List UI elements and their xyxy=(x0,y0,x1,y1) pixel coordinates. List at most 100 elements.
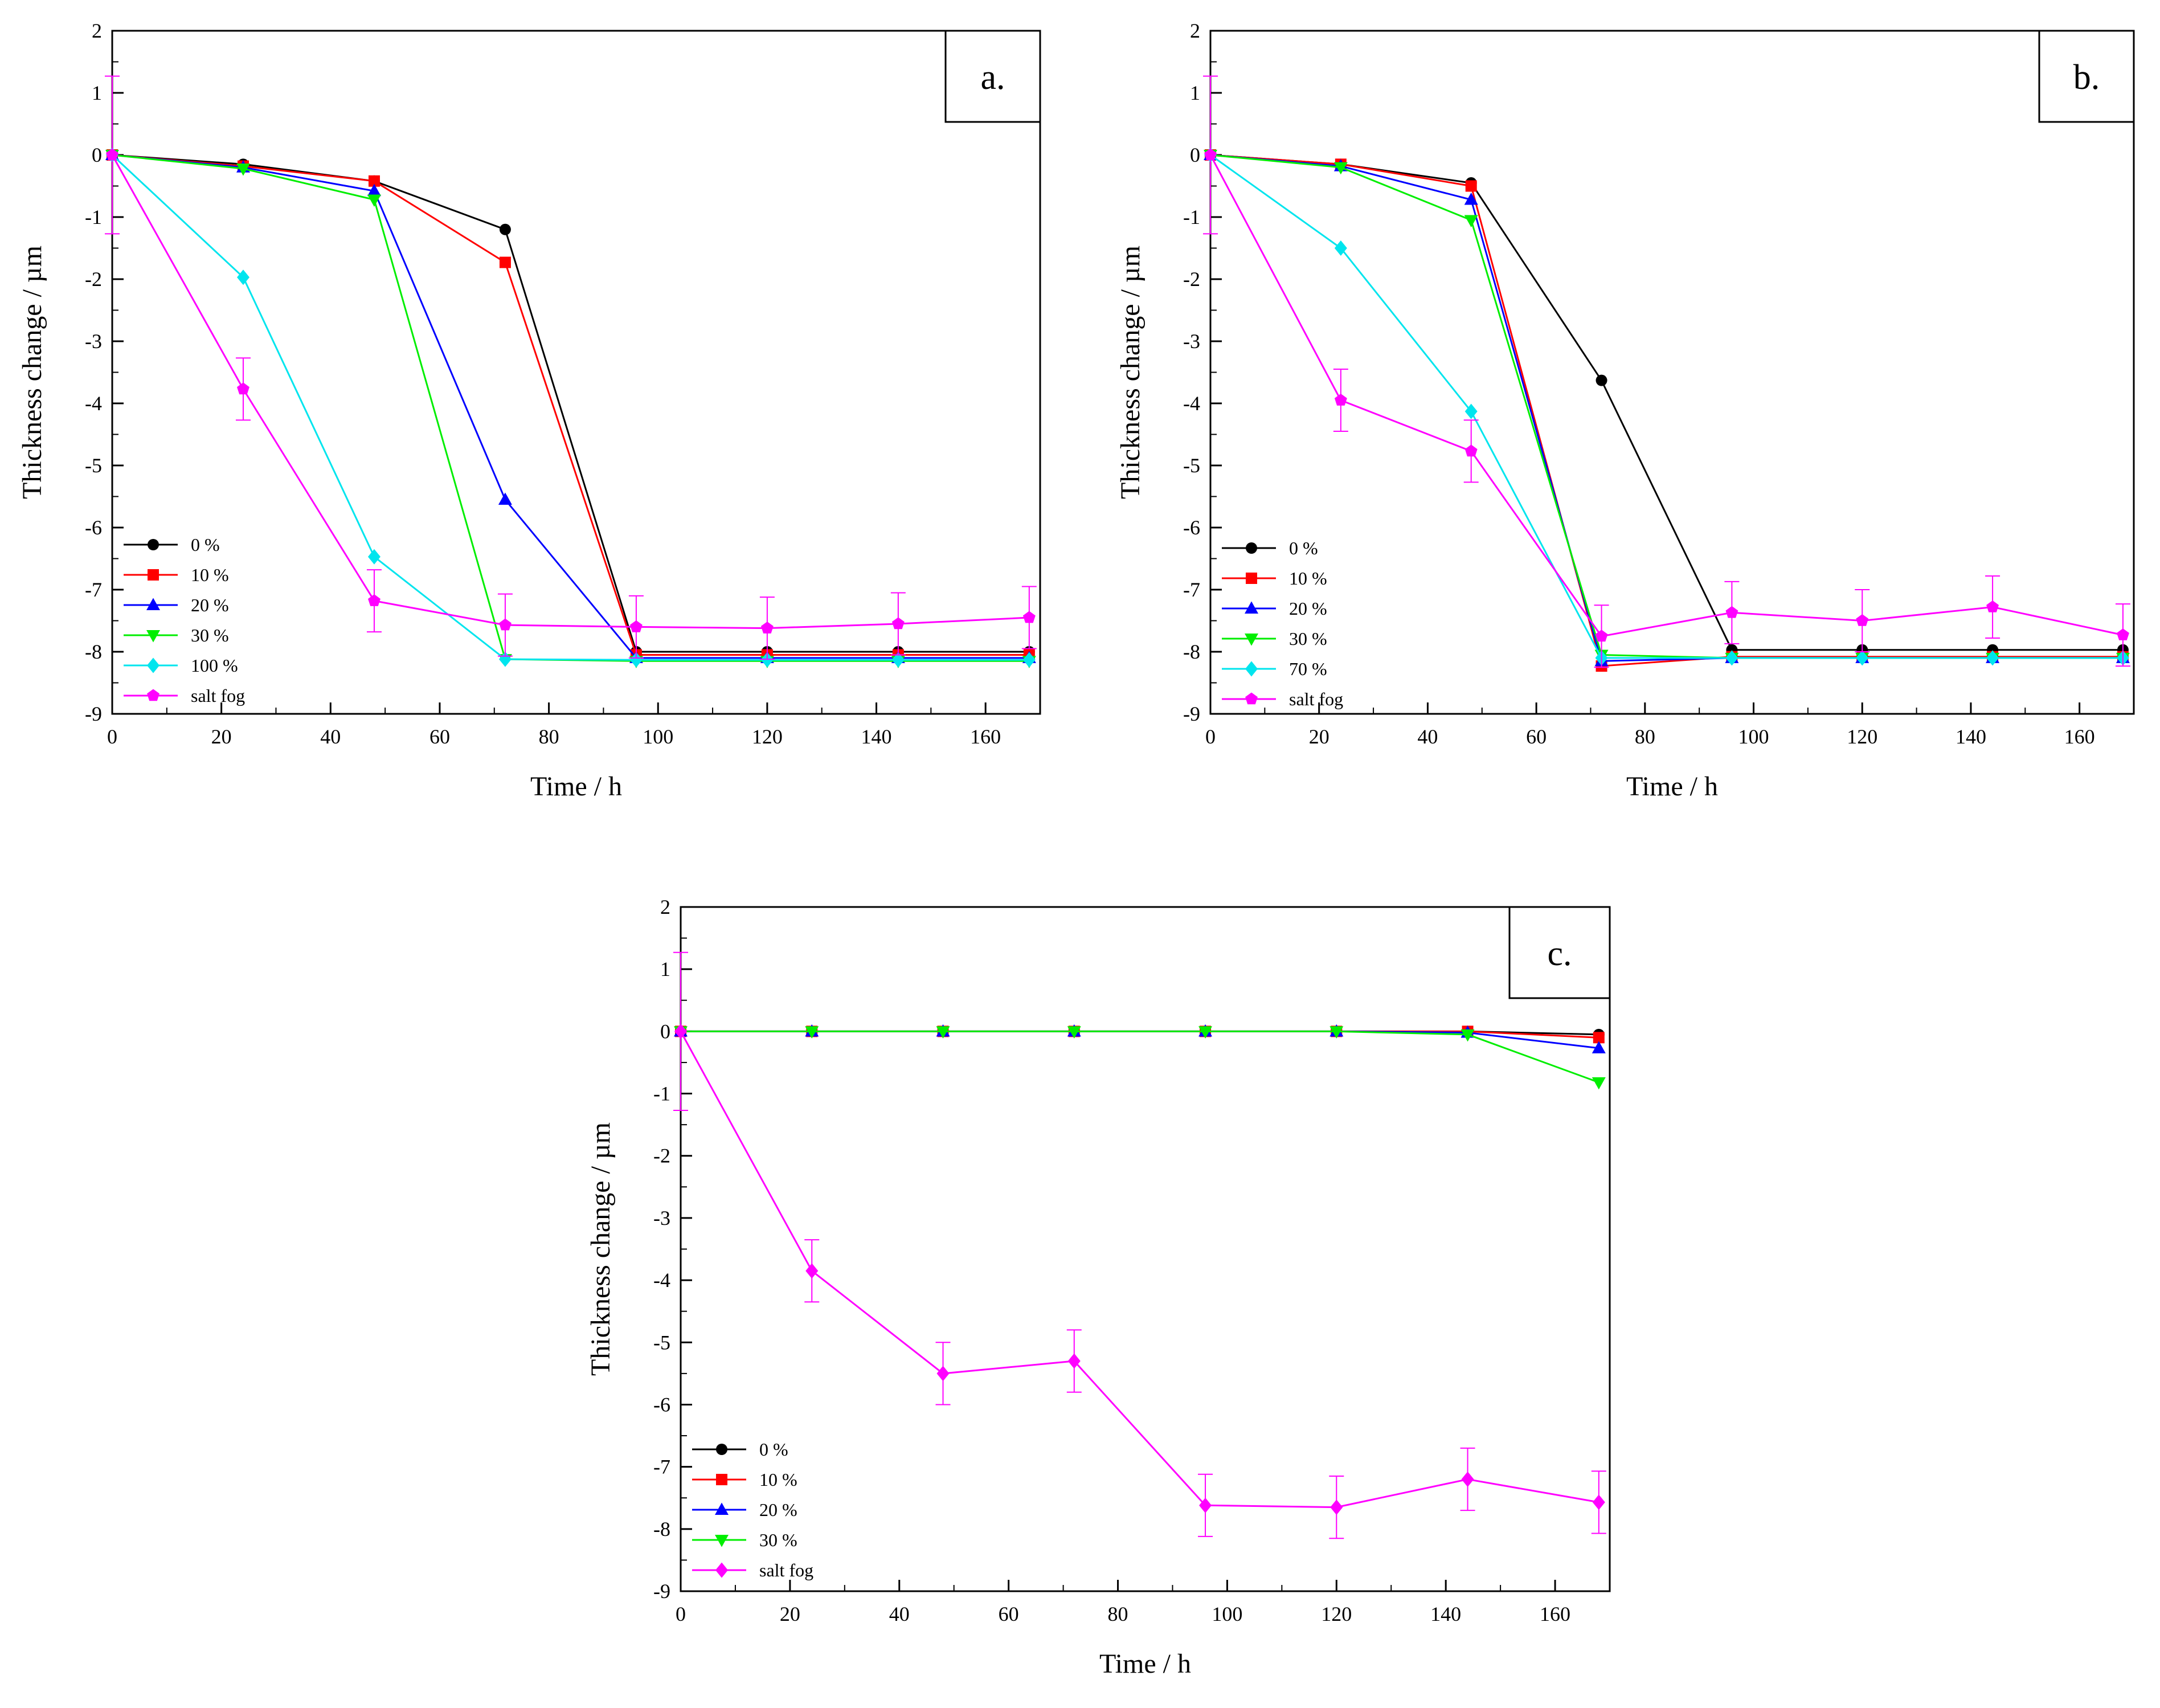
panel-b-series-70-point xyxy=(1986,650,1999,666)
panel-c-legend-10-marker xyxy=(716,1474,727,1485)
panel-b-series-30-line xyxy=(1210,154,2123,659)
panel-c-series-salt-fog-point xyxy=(1592,1494,1605,1510)
panel-c-series-20-point xyxy=(1592,1041,1606,1053)
panel-c-plot-frame xyxy=(680,906,1611,1592)
panel-a-y-tick-label: -7 xyxy=(85,578,102,601)
panel-b-y-tick-label: -4 xyxy=(1183,392,1200,415)
panel-c-legend-30-label: 30 % xyxy=(759,1530,797,1550)
panel-c-series-salt-fog-point xyxy=(1067,1353,1081,1369)
panel-a-legend-30-label: 30 % xyxy=(191,625,229,645)
panel-c-legend-10-label: 10 % xyxy=(759,1469,797,1490)
panel-b-series-salt-fog-point xyxy=(1334,394,1347,406)
panel-a-label: a. xyxy=(980,58,1005,97)
panel-a-series-30-point xyxy=(367,194,381,207)
panel-c-series-salt-fog-point xyxy=(674,1023,687,1039)
panel-a-x-tick-label: 140 xyxy=(861,725,892,748)
panel-a-series-0-line xyxy=(112,154,1029,653)
panel-b-legend-10-marker xyxy=(1246,573,1257,584)
panel-a-x-tick-label: 100 xyxy=(643,725,673,748)
panel-c-x-tick-label: 140 xyxy=(1430,1603,1461,1625)
panel-b-legend-30-label: 30 % xyxy=(1289,628,1327,649)
panel-b-legend-20-label: 20 % xyxy=(1289,598,1327,619)
panel-b-y-tick-label: -9 xyxy=(1183,702,1200,725)
panel-a-legend-100-label: 100 % xyxy=(191,655,238,676)
panel-a-series-100-point xyxy=(236,269,249,285)
panel-c-y-tick-label: 2 xyxy=(660,896,670,918)
panel-c-y-tick-label: -3 xyxy=(653,1207,670,1229)
panel-b-series-salt-fog-point xyxy=(1986,600,1999,612)
panel-c-legend-20-marker xyxy=(715,1502,729,1515)
panel-a-x-tick-label: 0 xyxy=(107,725,117,748)
panel-c-series-30-point xyxy=(936,1026,950,1039)
panel-a-y-tick-label: -3 xyxy=(85,330,102,353)
panel-b-series-salt-fog-point xyxy=(1204,148,1217,161)
panel-c-y-axis-label: Thickness change / µm xyxy=(586,1122,616,1376)
panel-a-y-tick-label: -8 xyxy=(85,640,102,663)
panel-c-x-tick-label: 40 xyxy=(889,1603,910,1625)
panel-a-legend-20-marker xyxy=(146,598,160,610)
panel-c-series-30-line xyxy=(681,1030,1599,1084)
panel-a-y-tick-label: -9 xyxy=(85,702,102,725)
panel-b-legend-20-marker xyxy=(1245,601,1258,614)
panel-a-legend-20-label: 20 % xyxy=(191,595,229,615)
panel-b-series-20-point xyxy=(1464,192,1478,205)
panel-a-series-0-point xyxy=(499,223,511,235)
panel-a-label-box xyxy=(944,30,1041,123)
panel-a-y-axis-label: Thickness change / µm xyxy=(17,246,47,499)
panel-c-series-30-point xyxy=(1592,1077,1606,1090)
panel-b-legend-salt-fog-marker xyxy=(1245,692,1258,705)
panel-a-series-100-point xyxy=(760,652,774,668)
panel-a-series-10-point xyxy=(499,256,511,268)
panel-a-series-salt-fog-point xyxy=(106,148,118,161)
panel-b-x-tick-label: 160 xyxy=(2064,725,2095,748)
panel-a-series-30-line xyxy=(112,154,1029,662)
panel-b-label: b. xyxy=(2073,58,2100,97)
panel-a-series-salt-fog-point xyxy=(368,594,381,606)
panel-a-x-tick-label: 40 xyxy=(320,725,341,748)
panel-a-y-tick-label: -1 xyxy=(85,206,102,228)
panel-a-series-salt-fog-point xyxy=(891,617,905,630)
panel-b-legend-0-label: 0 % xyxy=(1289,538,1318,558)
panel-c-y-tick-label: -5 xyxy=(653,1331,670,1354)
panel-a-y-tick-label: -2 xyxy=(85,268,102,291)
panel-b-series-10-line xyxy=(1210,154,2123,667)
panel-a-series-salt-fog-point xyxy=(630,620,643,632)
panel-c-legend-0-label: 0 % xyxy=(759,1439,788,1460)
panel-c-chart: 2 1 0 -1 -2 -3 -4 -5 -6 -7 -8 -9 0 20 40 60 80 100 120 140 1… xyxy=(586,896,1611,1679)
panel-b-y-tick-label: -5 xyxy=(1183,454,1200,477)
panel-a-legend-10-marker xyxy=(148,569,159,581)
panel-a-chart: 210-1-2-3-4-5-6-7-8-90 20 40 60 80 100 120 140 1… xyxy=(17,19,1041,802)
panel-c-label: c. xyxy=(1547,934,1572,973)
panel-c-x-tick-label: 160 xyxy=(1540,1603,1570,1625)
panel-a-series-20-point xyxy=(498,492,512,505)
panel-c-x-tick-label: 0 xyxy=(676,1603,686,1625)
panel-b-series-70-point xyxy=(1334,240,1347,256)
panel-b-series-70-point xyxy=(1856,650,1869,666)
panel-c-series-30-point xyxy=(1198,1026,1213,1039)
panel-a-series-salt-fog-point xyxy=(499,618,512,631)
panel-b-series-30-point xyxy=(1464,215,1478,227)
panel-a-plot-frame xyxy=(111,30,1041,715)
panel-c-x-tick-label: 80 xyxy=(1108,1603,1128,1625)
panel-c-x-tick-label: 60 xyxy=(999,1603,1019,1625)
panel-a-series-100-point xyxy=(1022,652,1036,668)
panel-c-x-tick-label: 100 xyxy=(1212,1603,1242,1625)
panel-c-x-tick-label: 120 xyxy=(1321,1603,1352,1625)
panel-a-y-tick-label: -6 xyxy=(85,516,102,539)
panel-b-y-tick-label: -8 xyxy=(1183,640,1200,663)
panel-b-y-tick-label: 1 xyxy=(1190,81,1200,104)
panel-c-series-salt-fog-point xyxy=(1199,1497,1212,1513)
panel-a-series-20-point xyxy=(367,183,381,197)
panel-a-series-20-line xyxy=(112,154,1029,659)
panel-c-series-salt-fog-point xyxy=(1330,1499,1343,1515)
panel-c-y-tick-label: -7 xyxy=(653,1456,670,1478)
panel-b-y-tick-label: 2 xyxy=(1190,19,1200,42)
panel-b-legend-70-marker xyxy=(1245,661,1258,677)
panel-c-legend-20-label: 20 % xyxy=(759,1499,797,1520)
panel-b-series-70-point xyxy=(1464,403,1478,419)
panel-a-legend-0-label: 0 % xyxy=(191,534,220,555)
panel-a-legend-30-marker xyxy=(146,630,160,643)
panel-b-series-70-line xyxy=(1210,154,2123,659)
panel-b-y-axis-label: Thickness change / µm xyxy=(1115,246,1146,499)
